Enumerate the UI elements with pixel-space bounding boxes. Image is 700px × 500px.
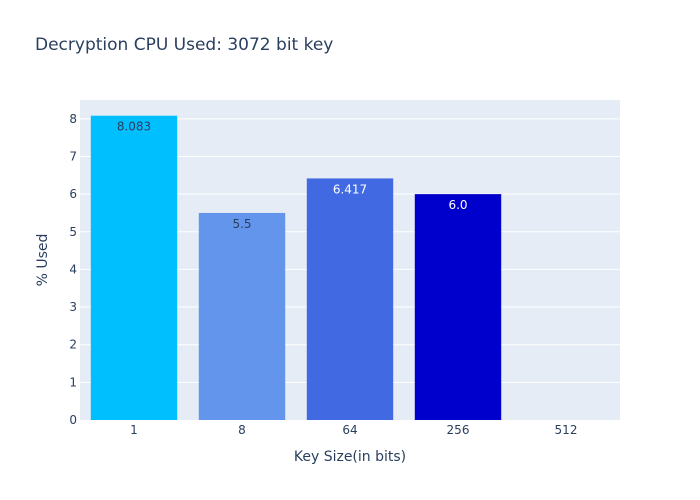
bars <box>90 115 502 420</box>
y-tick-label: 2 <box>69 338 77 352</box>
y-tick-label: 5 <box>69 225 77 239</box>
bar <box>90 115 178 420</box>
chart-title: Decryption CPU Used: 3072 bit key <box>35 35 333 55</box>
bar-value-label: 8.083 <box>117 120 151 134</box>
y-tick-label: 7 <box>69 149 77 163</box>
bar-value-label: 6.0 <box>448 198 467 212</box>
x-tick-label: 256 <box>447 423 470 437</box>
y-tick-label: 6 <box>69 187 77 201</box>
bar <box>198 212 286 420</box>
bar <box>306 178 394 420</box>
bar-value-label: 5.5 <box>232 217 251 231</box>
data-labels: 8.083 5.5 6.417 6.0 <box>117 120 468 231</box>
y-axis-label: % Used <box>35 234 51 287</box>
y-tick-labels: 0 1 2 3 4 5 6 7 8 <box>69 112 77 427</box>
y-tick-label: 4 <box>69 262 77 276</box>
x-axis-label: Key Size(in bits) <box>294 449 406 465</box>
bar <box>414 194 502 420</box>
y-tick-label: 1 <box>69 375 77 389</box>
x-tick-labels: 1 8 64 256 512 <box>130 423 577 437</box>
y-tick-label: 3 <box>69 300 77 314</box>
x-tick-label: 512 <box>555 423 578 437</box>
y-tick-label: 0 <box>69 413 77 427</box>
x-tick-label: 8 <box>238 423 246 437</box>
x-tick-label: 64 <box>342 423 357 437</box>
x-tick-label: 1 <box>130 423 138 437</box>
bar-value-label: 6.417 <box>333 182 367 196</box>
y-tick-label: 8 <box>69 112 77 126</box>
